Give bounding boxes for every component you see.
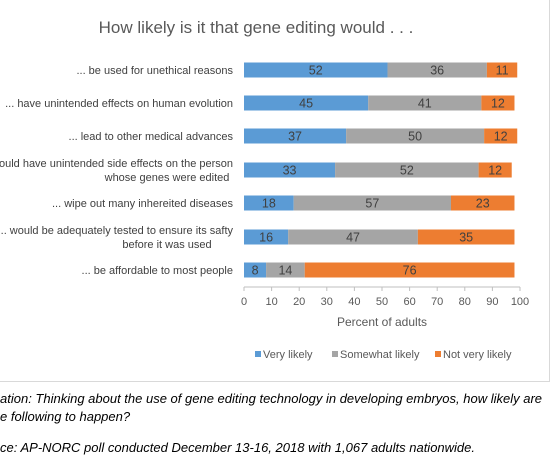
- stacked-bar-chart: How likely is it that gene editing would…: [0, 18, 529, 361]
- bar-somewhat-likely-7: [266, 262, 305, 278]
- data-label-very-likely-3: 37: [288, 130, 302, 144]
- data-label-not-very-likely-1: 11: [496, 64, 509, 78]
- x-axis-title: Percent of adults: [337, 315, 427, 329]
- bar-not-very-likely-7: [304, 262, 515, 278]
- data-label-very-likely-4: 33: [283, 164, 297, 178]
- x-tick-label-90: 90: [486, 296, 498, 308]
- category-label-6-line-2: before it was used: [122, 239, 211, 251]
- x-tick-label-50: 50: [376, 296, 388, 308]
- data-label-not-very-likely-4: 12: [488, 164, 502, 178]
- bar-somewhat-likely-6: [288, 229, 418, 245]
- legend-label-somewhat-likely: Somewhat likely: [340, 349, 420, 361]
- x-tick-label-30: 30: [321, 296, 333, 308]
- data-label-not-very-likely-5: 23: [476, 197, 490, 211]
- category-label-4-line-1: ould have unintended side effects on the…: [0, 158, 233, 170]
- bar-not-very-likely-4: [478, 162, 512, 178]
- data-label-very-likely-2: 45: [299, 97, 313, 111]
- data-label-somewhat-likely-2: 41: [418, 97, 432, 111]
- x-tick-label-40: 40: [348, 296, 360, 308]
- chart-title: How likely is it that gene editing would…: [99, 18, 414, 37]
- category-label-4-line-2: whose genes were edited: [104, 172, 230, 184]
- bar-somewhat-likely-2: [368, 95, 482, 111]
- x-tick-label-20: 20: [293, 296, 305, 308]
- question-note-line-2: e following to happen?: [0, 409, 131, 424]
- category-label-7: ... be affordable to most people: [82, 265, 233, 277]
- data-label-somewhat-likely-5: 57: [365, 197, 379, 211]
- bar-very-likely-3: [244, 128, 347, 144]
- bar-very-likely-2: [244, 95, 369, 111]
- bar-not-very-likely-3: [484, 128, 518, 144]
- source-note: ce: AP-NORC poll conducted December 13-1…: [0, 440, 476, 455]
- data-label-very-likely-5: 18: [262, 197, 276, 211]
- data-label-not-very-likely-2: 12: [491, 97, 505, 111]
- x-tick-label-0: 0: [241, 296, 247, 308]
- x-tick-label-100: 100: [511, 296, 529, 308]
- bar-very-likely-1: [244, 62, 388, 78]
- bar-somewhat-likely-4: [335, 162, 479, 178]
- legend-label-very-likely: Very likely: [263, 349, 313, 361]
- chart-frame: How likely is it that gene editing would…: [0, 0, 550, 382]
- bar-not-very-likely-6: [417, 229, 515, 245]
- bar-not-very-likely-2: [481, 95, 515, 111]
- category-label-3: ... lead to other medical advances: [69, 131, 234, 143]
- category-label-6-line-1: ... would be adequately tested to ensure…: [0, 225, 233, 237]
- bar-very-likely-6: [244, 229, 289, 245]
- data-label-very-likely-7: 8: [252, 264, 259, 278]
- bar-somewhat-likely-5: [293, 195, 451, 211]
- data-label-not-very-likely-7: 76: [403, 264, 417, 278]
- data-label-not-very-likely-3: 12: [494, 130, 508, 144]
- legend-label-not-very-likely: Not very likely: [443, 349, 512, 361]
- category-label-5: ... wipe out many inhereited diseases: [52, 198, 233, 210]
- data-label-very-likely-1: 52: [309, 64, 323, 78]
- x-tick-label-70: 70: [431, 296, 443, 308]
- data-label-somewhat-likely-1: 36: [430, 64, 444, 78]
- x-tick-label-10: 10: [265, 296, 277, 308]
- data-label-somewhat-likely-4: 52: [400, 164, 414, 178]
- data-label-very-likely-6: 16: [259, 231, 273, 245]
- category-label-1: ... be used for unethical reasons: [76, 65, 233, 77]
- bar-very-likely-7: [244, 262, 267, 278]
- x-tick-label-60: 60: [403, 296, 415, 308]
- bar-somewhat-likely-1: [387, 62, 487, 78]
- bar-not-very-likely-1: [486, 62, 518, 78]
- bar-somewhat-likely-3: [346, 128, 485, 144]
- bar-not-very-likely-5: [451, 195, 515, 211]
- legend-swatch-somewhat-likely: [332, 351, 338, 357]
- data-label-somewhat-likely-3: 50: [408, 130, 422, 144]
- question-note-line-1: ation: Thinking about the use of gene ed…: [0, 391, 543, 406]
- legend-swatch-very-likely: [255, 351, 261, 357]
- legend-swatch-not-very-likely: [435, 351, 441, 357]
- x-tick-label-80: 80: [459, 296, 471, 308]
- category-label-2: ... have unintended effects on human evo…: [5, 98, 233, 110]
- data-label-not-very-likely-6: 35: [459, 231, 473, 245]
- bar-very-likely-4: [244, 162, 336, 178]
- data-label-somewhat-likely-6: 47: [346, 231, 360, 245]
- data-label-somewhat-likely-7: 14: [278, 264, 292, 278]
- bar-very-likely-5: [244, 195, 294, 211]
